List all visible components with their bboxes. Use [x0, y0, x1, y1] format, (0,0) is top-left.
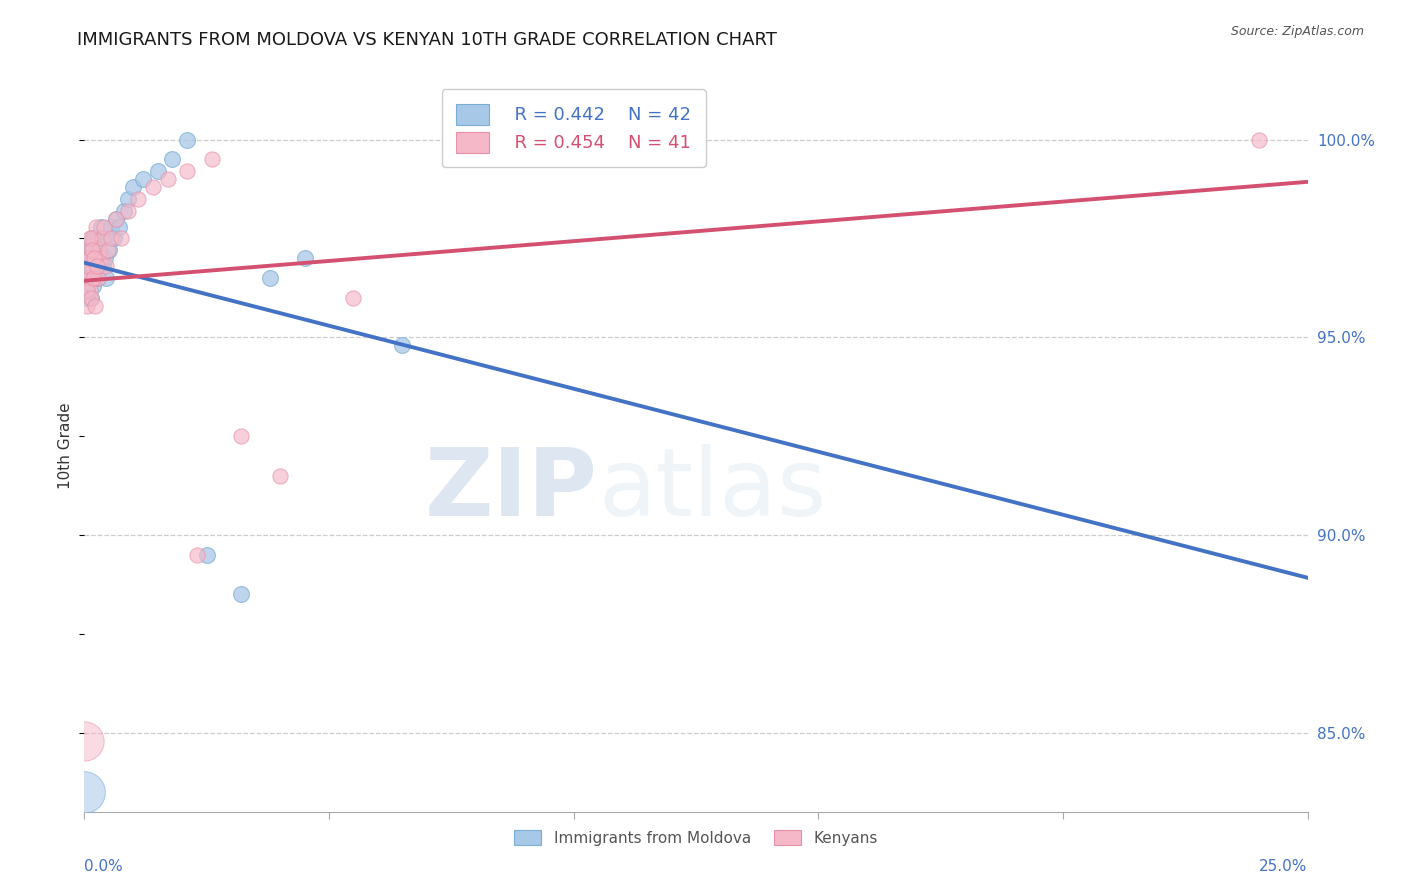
Point: [80, 291, 103, 305]
Point: [76, 283, 98, 297]
Point: [83, 251, 105, 265]
Point: [127, 192, 149, 206]
Point: [105, 211, 128, 226]
Point: [80, 291, 103, 305]
Point: [259, 271, 281, 285]
Point: [97, 244, 120, 258]
Point: [77, 251, 100, 265]
Point: [229, 429, 252, 443]
Point: [91, 259, 114, 273]
Point: [93, 219, 115, 234]
Point: [162, 153, 184, 167]
Text: 25.0%: 25.0%: [1260, 859, 1308, 874]
Legend: Immigrants from Moldova, Kenyans: Immigrants from Moldova, Kenyans: [508, 823, 884, 852]
Point: [79, 244, 101, 258]
Point: [122, 180, 145, 194]
Point: [229, 587, 252, 601]
Point: [84, 259, 107, 273]
Point: [91, 231, 114, 245]
Point: [77, 239, 100, 253]
Text: IMMIGRANTS FROM MOLDOVA VS KENYAN 10TH GRADE CORRELATION CHART: IMMIGRANTS FROM MOLDOVA VS KENYAN 10TH G…: [77, 31, 778, 49]
Point: [86, 231, 108, 245]
Point: [156, 172, 179, 186]
Point: [94, 259, 117, 273]
Point: [73, 733, 96, 747]
Point: [90, 219, 112, 234]
Point: [80, 259, 103, 273]
Text: 0.0%: 0.0%: [84, 859, 124, 874]
Point: [80, 239, 103, 253]
Point: [93, 231, 115, 245]
Point: [87, 244, 110, 258]
Point: [186, 548, 208, 562]
Point: [76, 291, 98, 305]
Point: [82, 231, 104, 245]
Point: [80, 259, 103, 273]
Point: [97, 244, 120, 258]
Point: [82, 271, 104, 285]
Point: [84, 219, 107, 234]
Point: [79, 283, 101, 297]
Point: [146, 164, 169, 178]
Text: atlas: atlas: [598, 444, 827, 536]
Point: [142, 180, 165, 194]
Point: [77, 259, 100, 273]
Point: [100, 231, 122, 245]
Point: [76, 271, 98, 285]
Point: [87, 244, 110, 258]
Point: [82, 231, 104, 245]
Point: [105, 211, 128, 226]
Point: [76, 299, 98, 313]
Point: [176, 132, 198, 146]
Point: [82, 278, 104, 293]
Point: [195, 548, 218, 562]
Point: [77, 271, 100, 285]
Point: [200, 153, 222, 167]
Text: Source: ZipAtlas.com: Source: ZipAtlas.com: [1230, 25, 1364, 38]
Point: [76, 283, 98, 297]
Point: [294, 251, 316, 265]
Point: [79, 259, 101, 273]
Text: ZIP: ZIP: [425, 444, 598, 536]
Point: [80, 244, 103, 258]
Y-axis label: 10th Grade: 10th Grade: [58, 402, 73, 490]
Point: [83, 251, 105, 265]
Point: [87, 271, 110, 285]
Point: [269, 468, 291, 483]
Point: [1247, 132, 1270, 146]
Point: [83, 271, 105, 285]
Point: [107, 219, 129, 234]
Point: [84, 299, 107, 313]
Point: [86, 259, 108, 273]
Point: [96, 271, 118, 285]
Point: [83, 251, 105, 265]
Point: [132, 172, 155, 186]
Point: [79, 231, 101, 245]
Point: [342, 291, 364, 305]
Point: [112, 203, 135, 218]
Point: [89, 251, 111, 265]
Point: [103, 231, 125, 245]
Point: [86, 271, 108, 285]
Point: [77, 251, 100, 265]
Point: [176, 164, 198, 178]
Point: [94, 251, 117, 265]
Point: [391, 338, 413, 352]
Point: [89, 251, 111, 265]
Point: [77, 251, 100, 265]
Point: [76, 259, 98, 273]
Point: [73, 785, 96, 799]
Point: [100, 219, 122, 234]
Point: [110, 231, 132, 245]
Point: [117, 192, 139, 206]
Point: [117, 203, 139, 218]
Point: [82, 244, 104, 258]
Point: [82, 231, 104, 245]
